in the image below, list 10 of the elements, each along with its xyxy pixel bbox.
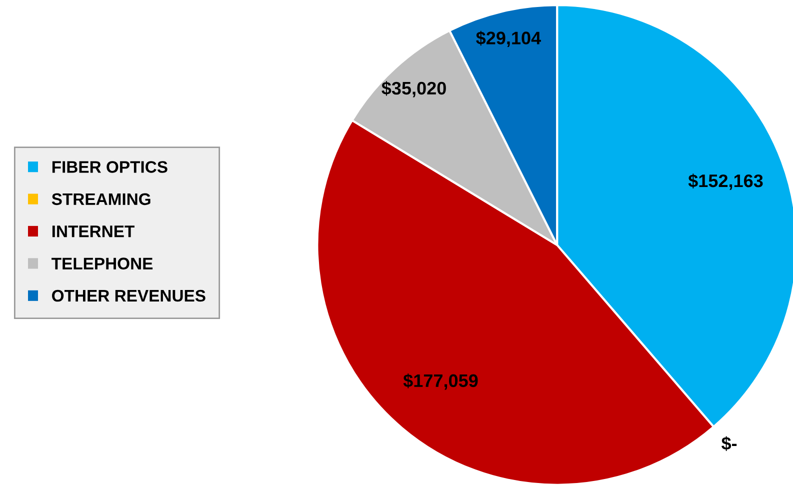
legend-label: STREAMING bbox=[52, 193, 150, 206]
text: $- bbox=[721, 436, 737, 451]
legend-label: INTERNET bbox=[52, 226, 134, 238]
data-label: $152,163 bbox=[688, 174, 763, 190]
legend-label: TELEPHONE bbox=[52, 258, 153, 270]
legend-label: OTHER REVENUES bbox=[52, 290, 206, 302]
data-label: $29,104 bbox=[476, 30, 541, 48]
legend-label: FIBER OPTICS bbox=[52, 161, 168, 173]
data-label: $177,059 bbox=[403, 374, 478, 390]
data-label: $35,020 bbox=[382, 81, 446, 98]
